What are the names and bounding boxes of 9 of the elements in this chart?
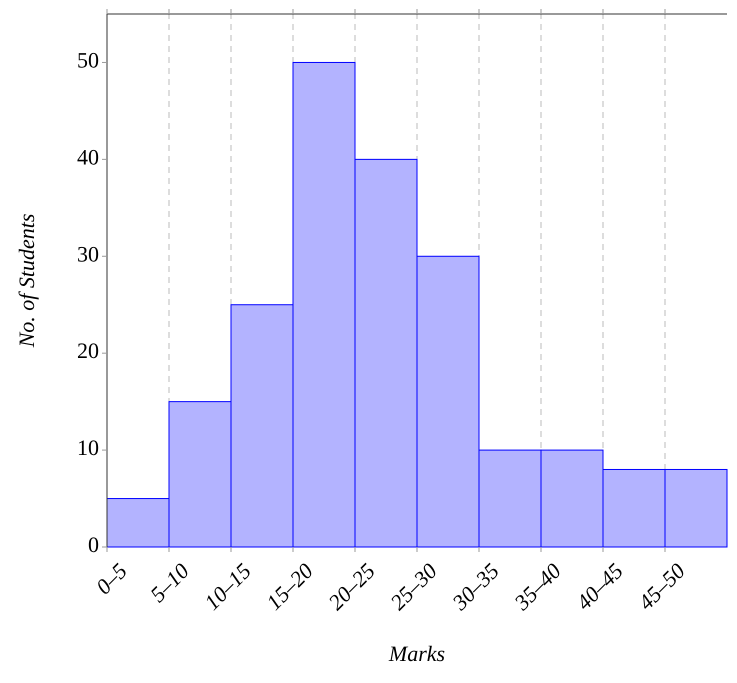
x-tick-label: 0–5 xyxy=(90,558,132,600)
y-tick-label: 0 xyxy=(88,532,99,558)
y-tick-label: 30 xyxy=(77,241,99,266)
y-tick-label: 20 xyxy=(77,338,99,364)
x-axis-title: Marks xyxy=(388,641,446,666)
y-tick-label: 10 xyxy=(77,435,99,460)
y-tick-label: 50 xyxy=(77,48,99,72)
y-axis-title: No. of Students xyxy=(14,214,39,348)
y-tick-label: 40 xyxy=(77,144,99,170)
